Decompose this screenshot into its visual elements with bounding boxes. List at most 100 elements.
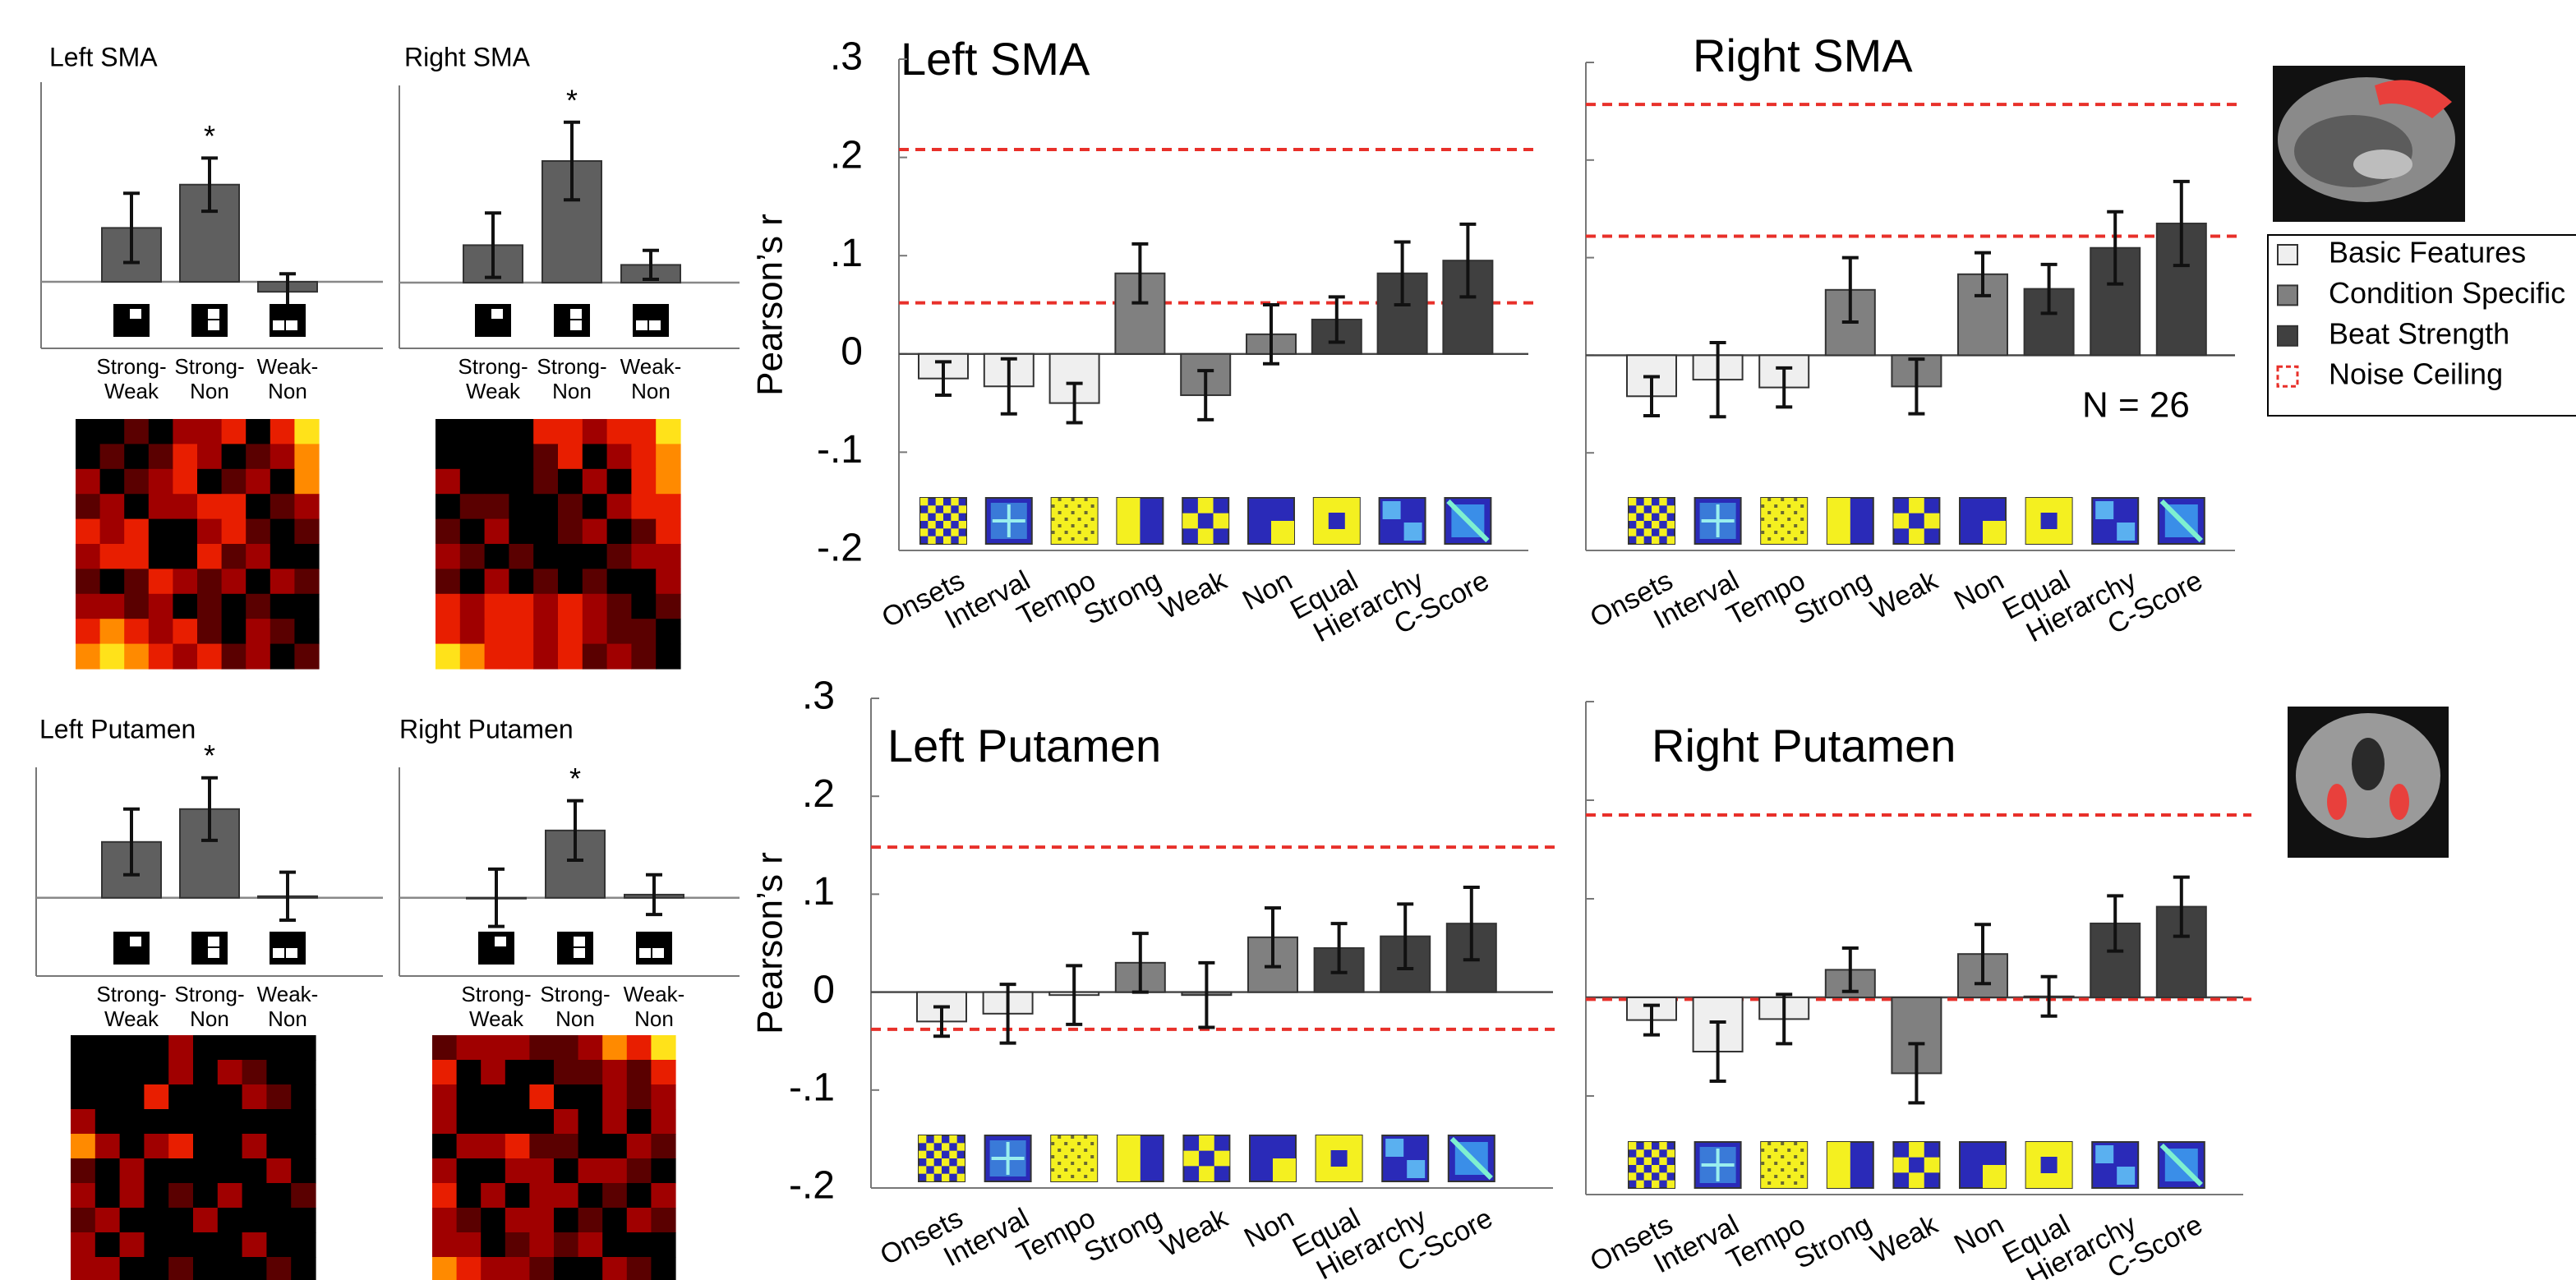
heatmap-cell [197,569,222,594]
figure: Left SMAStrong-WeakStrong-NonWeak-Non*Ri… [0,0,2576,1280]
decoration [1667,505,1675,513]
heatmap-cell [602,1232,627,1258]
heatmap-cell [144,1208,168,1233]
brain-putamen-image [2288,707,2449,858]
heatmap-cell [627,1134,652,1159]
decoration [1058,537,1062,541]
heatmap-cell [218,1208,242,1233]
x-tick-label: Weak [104,1006,159,1031]
heatmap-cell [607,594,632,619]
heatmap-cell [124,519,149,545]
decoration [2041,513,2058,529]
heatmap-cell [602,1257,627,1280]
x-tick-label: Weak [1865,1209,1943,1270]
decoration [1781,1168,1784,1172]
x-tick-label: Weak [1865,564,1943,626]
decoration [1058,498,1062,501]
decoration [208,948,219,958]
heatmap-cell [583,594,607,619]
decoration [1909,1142,1924,1158]
heatmap-cell [583,544,607,569]
heatmap-cell [100,494,125,519]
y-axis-label: Pearson’s r [750,852,790,1034]
heatmap-cell [71,1208,95,1233]
heatmap-cell [435,494,460,519]
heatmap-cell [149,469,173,495]
heatmap-cell [485,619,509,644]
heatmap-cell [168,1134,193,1159]
heatmap-cell [631,444,656,469]
decoration [130,937,141,946]
heatmap-cell [218,1084,242,1110]
heatmap-cell [485,469,509,495]
heatmap-cell [435,419,460,444]
decoration [942,1158,949,1166]
x-tick-label: Weak- [257,982,319,1006]
heatmap-cell [435,569,460,594]
heatmap-cell [168,1084,193,1110]
heatmap-cell [651,1183,675,1209]
heatmap-cell [266,1035,291,1061]
heatmap-cell [578,1084,603,1110]
decoration [1827,1165,1850,1188]
heatmap-cell [529,1232,554,1258]
decoration [1800,531,1804,534]
heatmap-cell [578,1134,603,1159]
heatmap-cell [457,1158,482,1184]
heatmap-cell [193,1208,218,1233]
heatmap-cell [71,1257,95,1280]
heatmap-cell [583,419,607,444]
decoration [1781,511,1784,514]
decoration [1800,1162,1804,1165]
heatmap-cell [656,569,680,594]
decoration [1781,498,1784,501]
y-axis-label: Pearson’s r [750,214,790,396]
heatmap-cell [457,1109,482,1135]
chart-title: Right SMA [1693,30,1913,81]
heatmap-cell [100,544,125,569]
decoration [1667,1149,1675,1157]
decoration [1787,1175,1790,1178]
decoration [1827,521,1850,544]
heatmap-cell [291,1035,316,1061]
heatmap-cell [651,1134,675,1159]
chart-title: Left Putamen [39,714,196,744]
heatmap-cell [144,1060,168,1085]
heatmap-cell [222,419,247,444]
heatmap-cell [193,1035,218,1061]
decoration [495,937,506,946]
decoration [934,1166,942,1173]
heatmap-cell [120,1183,145,1209]
heatmap-cell [533,444,558,469]
heatmap-cell [481,1257,505,1280]
heatmap-cell [651,1158,675,1184]
decoration [2117,523,2135,541]
heatmap-cell [509,644,533,670]
heatmap-cell [627,1084,652,1110]
decoration [574,937,585,946]
decoration [1761,1149,1764,1152]
decoration [1794,511,1797,514]
decoration [943,521,951,528]
decoration [1781,524,1784,527]
heatmap-cell [294,544,319,569]
decoration [1404,523,1422,541]
decoration [920,498,928,505]
decoration [1787,504,1790,508]
decoration [1071,1162,1074,1165]
decoration [1077,1155,1081,1158]
heatmap-cell [149,594,173,619]
heatmap-cell [651,1084,675,1110]
heatmap-cell [505,1232,530,1258]
decoration [1924,1158,1940,1173]
heatmap-cell [457,1232,482,1258]
decoration [1761,531,1764,534]
heatmap-cell [505,1158,530,1184]
decoration [636,320,647,330]
heatmap-cell [607,469,632,495]
heatmap-cell [631,494,656,519]
heatmap-cell [246,444,270,469]
decoration [920,513,928,521]
decoration [1636,1165,1643,1172]
heatmap-cell [124,494,149,519]
